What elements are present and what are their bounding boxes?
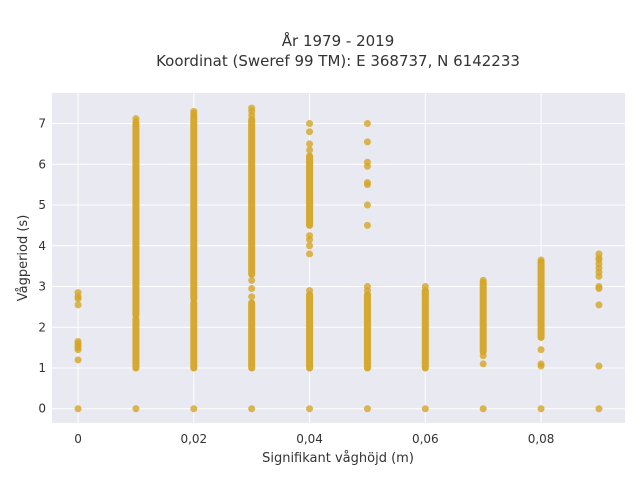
chart-title-line2: Koordinat (Sweref 99 TM): E 368737, N 61… [156, 52, 520, 70]
data-point-7-3 [479, 276, 487, 284]
data-point-4-0 [306, 405, 314, 413]
data-point-2-0 [190, 405, 198, 413]
data-point-4-2 [306, 250, 314, 258]
data-point-9-0 [595, 405, 603, 413]
y-tick-label-7: 7 [38, 117, 46, 131]
data-point-4-5 [306, 232, 314, 240]
data-point-6-0 [421, 405, 429, 413]
data-point-5-6 [363, 179, 371, 187]
data-point-8-0 [537, 405, 545, 413]
data-points [74, 104, 603, 413]
data-point-4-1 [306, 287, 314, 295]
y-tick-label-4: 4 [38, 239, 46, 253]
x-tick-label-3: 0,06 [412, 432, 439, 446]
data-point-7-2 [479, 352, 487, 360]
data-point-9-1 [595, 362, 603, 370]
data-point-4-3 [306, 242, 314, 250]
data-point-0-10 [74, 289, 82, 297]
y-tick-label-2: 2 [38, 320, 46, 334]
data-point-5-0 [363, 405, 371, 413]
data-point-0-7 [74, 301, 82, 309]
data-point-1-3 [132, 115, 140, 123]
point-band-4-0 [306, 291, 314, 372]
x-tick-label-4: 0,08 [528, 432, 555, 446]
data-point-0-0 [74, 405, 82, 413]
data-point-8-3 [537, 346, 545, 354]
point-band-1-1 [132, 122, 140, 319]
point-band-3-0 [248, 299, 256, 372]
data-point-4-7 [306, 140, 314, 148]
point-band-3-1 [248, 115, 256, 278]
data-point-3-3 [248, 276, 256, 284]
point-band-2-1 [190, 113, 198, 303]
data-point-7-1 [479, 360, 487, 368]
y-tick-label-6: 6 [38, 157, 46, 171]
data-point-5-4 [363, 201, 371, 209]
data-point-3-2 [248, 285, 256, 293]
point-band-7-0 [479, 278, 487, 356]
y-tick-label-1: 1 [38, 361, 46, 375]
chart-title-line1: År 1979 - 2019 [282, 31, 395, 50]
y-axis-ticks: 0 1 2 3 4 5 6 7 [38, 117, 46, 416]
data-point-5-9 [363, 138, 371, 146]
x-tick-label-2: 0,04 [296, 432, 323, 446]
data-point-5-3 [363, 221, 371, 229]
point-band-1-0 [132, 315, 140, 372]
data-point-5-2 [363, 283, 371, 291]
data-point-4-8 [306, 128, 314, 136]
point-band-8-0 [537, 258, 545, 341]
data-point-6-1 [421, 283, 429, 291]
x-axis-label: Signifikant våghöjd (m) [262, 451, 414, 466]
point-band-6-0 [421, 287, 429, 372]
data-point-8-2 [537, 360, 545, 368]
data-point-4-9 [306, 120, 314, 128]
data-point-7-0 [479, 405, 487, 413]
data-point-9-4 [595, 283, 603, 291]
data-point-8-4 [537, 256, 545, 264]
data-point-9-2 [595, 301, 603, 309]
y-axis-label: Vågperiod (s) [16, 215, 31, 302]
data-point-4-6 [306, 146, 314, 154]
x-tick-label-0: 0 [74, 432, 82, 446]
point-band-2-0 [190, 299, 198, 372]
y-tick-label-3: 3 [38, 280, 46, 294]
data-point-2-3 [190, 107, 198, 115]
data-point-1-0 [132, 405, 140, 413]
point-band-5-0 [363, 291, 371, 372]
x-tick-label-1: 0,02 [180, 432, 207, 446]
data-point-5-8 [363, 158, 371, 166]
data-point-0-1 [74, 356, 82, 364]
data-point-5-10 [363, 120, 371, 128]
x-axis-ticks: 0 0,02 0,04 0,06 0,08 [74, 432, 554, 446]
data-point-3-1 [248, 293, 256, 301]
data-point-9-11 [595, 250, 603, 258]
y-tick-label-0: 0 [38, 402, 46, 416]
point-band-4-1 [306, 152, 314, 229]
y-tick-label-5: 5 [38, 198, 46, 212]
data-point-3-0 [248, 405, 256, 413]
data-point-3-6 [248, 104, 256, 112]
data-point-0-6 [74, 338, 82, 346]
